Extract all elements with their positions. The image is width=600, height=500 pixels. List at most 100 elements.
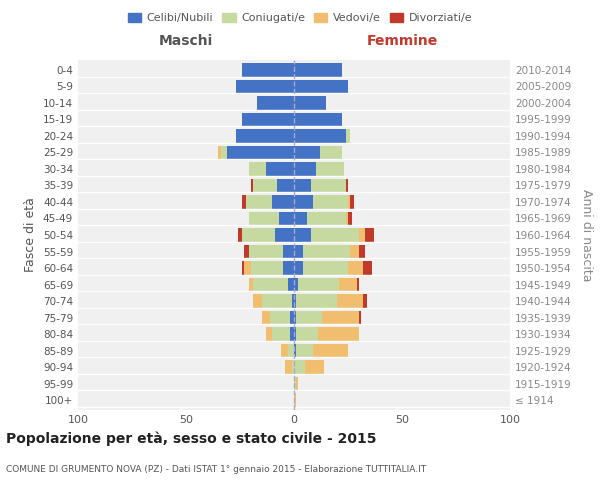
Bar	[248, 212, 279, 225]
Bar	[365, 228, 374, 241]
Bar	[294, 377, 296, 390]
Bar	[294, 179, 311, 192]
Bar	[302, 262, 348, 274]
Bar	[294, 130, 346, 142]
Bar	[242, 113, 294, 126]
Bar	[348, 196, 350, 208]
Bar	[296, 328, 318, 340]
Bar	[257, 96, 294, 110]
Bar	[294, 278, 298, 291]
Bar	[294, 146, 320, 159]
Bar	[248, 245, 283, 258]
Bar	[311, 228, 359, 241]
Bar	[348, 262, 363, 274]
Bar	[305, 360, 324, 374]
Bar	[294, 162, 316, 175]
Bar	[348, 212, 352, 225]
Bar	[294, 228, 311, 241]
Bar	[242, 228, 275, 241]
Bar	[227, 146, 294, 159]
Bar	[270, 311, 290, 324]
Bar	[294, 245, 302, 258]
Bar	[242, 64, 294, 76]
Legend: Celibi/Nubili, Coniugati/e, Vedovi/e, Divorziati/e: Celibi/Nubili, Coniugati/e, Vedovi/e, Di…	[124, 8, 476, 28]
Bar	[294, 344, 296, 357]
Bar	[294, 311, 296, 324]
Bar	[340, 278, 356, 291]
Bar	[262, 294, 292, 308]
Bar	[346, 212, 348, 225]
Bar	[346, 130, 350, 142]
Bar	[359, 311, 361, 324]
Bar	[253, 179, 277, 192]
Bar	[262, 311, 270, 324]
Bar	[283, 245, 294, 258]
Bar	[294, 113, 341, 126]
Bar	[218, 146, 221, 159]
Bar	[290, 328, 294, 340]
Bar	[320, 146, 341, 159]
Bar	[242, 262, 244, 274]
Bar	[316, 162, 344, 175]
Bar	[346, 179, 348, 192]
Bar	[294, 212, 307, 225]
Bar	[350, 245, 359, 258]
Bar	[296, 294, 337, 308]
Bar	[290, 311, 294, 324]
Bar	[311, 179, 346, 192]
Bar	[322, 311, 359, 324]
Bar	[294, 96, 326, 110]
Bar	[247, 196, 272, 208]
Bar	[294, 394, 296, 406]
Bar	[294, 294, 296, 308]
Bar	[251, 262, 283, 274]
Bar	[294, 80, 348, 93]
Bar	[356, 278, 359, 291]
Bar	[350, 196, 355, 208]
Bar	[242, 196, 247, 208]
Bar	[277, 179, 294, 192]
Y-axis label: Fasce di età: Fasce di età	[25, 198, 37, 272]
Bar	[253, 278, 287, 291]
Bar	[238, 228, 242, 241]
Bar	[294, 196, 313, 208]
Text: Maschi: Maschi	[159, 34, 213, 48]
Bar	[359, 245, 365, 258]
Bar	[281, 344, 287, 357]
Bar	[248, 278, 253, 291]
Bar	[236, 130, 294, 142]
Bar	[294, 262, 302, 274]
Bar	[294, 360, 305, 374]
Bar	[337, 294, 363, 308]
Bar	[253, 294, 262, 308]
Bar	[266, 328, 272, 340]
Bar	[296, 311, 322, 324]
Bar	[296, 377, 298, 390]
Bar	[363, 294, 367, 308]
Bar	[294, 64, 341, 76]
Bar	[266, 162, 294, 175]
Bar	[307, 212, 346, 225]
Bar	[302, 245, 350, 258]
Bar	[221, 146, 227, 159]
Bar	[292, 360, 294, 374]
Bar	[272, 196, 294, 208]
Bar	[313, 344, 348, 357]
Bar	[248, 162, 266, 175]
Bar	[279, 212, 294, 225]
Bar	[296, 344, 313, 357]
Bar	[294, 328, 296, 340]
Bar	[286, 360, 292, 374]
Text: Femmine: Femmine	[367, 34, 437, 48]
Bar	[287, 278, 294, 291]
Bar	[275, 228, 294, 241]
Bar	[244, 262, 251, 274]
Bar	[359, 228, 365, 241]
Bar	[318, 328, 359, 340]
Bar	[363, 262, 372, 274]
Bar	[272, 328, 290, 340]
Bar	[283, 262, 294, 274]
Bar	[287, 344, 294, 357]
Bar	[251, 179, 253, 192]
Bar	[298, 278, 340, 291]
